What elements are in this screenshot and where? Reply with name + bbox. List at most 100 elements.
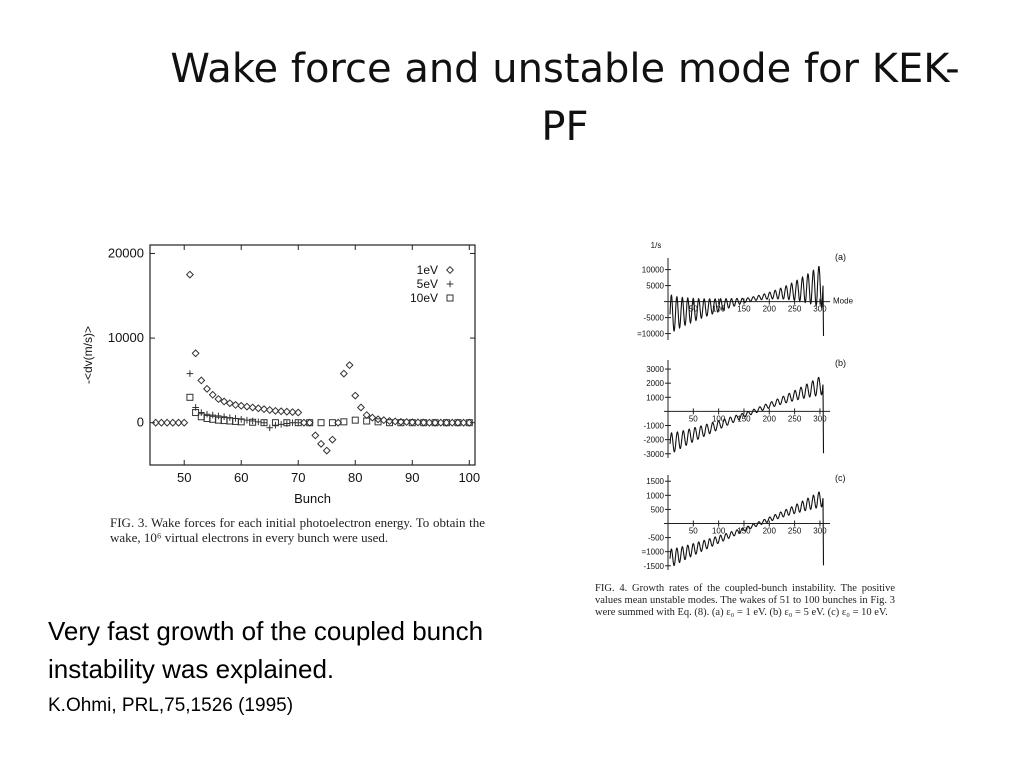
fig3-point-5eV — [260, 419, 268, 426]
fig3-point-1eV — [356, 403, 365, 412]
fig3-point-5eV — [203, 410, 211, 418]
fig3-point-10eV — [465, 419, 473, 427]
fig3-point-5eV — [198, 409, 205, 416]
fig3-point-5eV — [255, 418, 262, 426]
fig4-panel-label: (c) — [835, 473, 846, 483]
fig3-x-tick-label: 50 — [177, 470, 191, 485]
fig3-legend-marker — [445, 265, 455, 275]
fig3-point-10eV — [249, 418, 257, 426]
fig3-y-axis-label: -<dv(m/s)> — [81, 326, 95, 384]
fig3-point-10eV — [454, 419, 462, 427]
fig4-y-tick-label: 2000 — [646, 379, 664, 388]
fig4-y-tick-label: -5000 — [644, 314, 665, 323]
fig4-x-tick-label: 50 — [689, 305, 698, 314]
fig3-point-5eV — [249, 417, 256, 425]
fig3-point-1eV — [391, 417, 400, 426]
slide-title: Wake force and unstable mode for KEK-PF — [170, 46, 960, 150]
fig4-x-tick-label: 200 — [763, 527, 777, 536]
fig3-point-5eV — [277, 421, 285, 428]
fig3-point-5eV — [289, 419, 296, 426]
fig4-y-tick-label: -1000 — [644, 422, 665, 431]
fig3-point-10eV — [186, 393, 194, 401]
fig3-point-10eV — [397, 419, 405, 427]
fig3-point-10eV — [363, 417, 371, 425]
fig3-x-tick-label: 80 — [348, 470, 362, 485]
fig3-point-10eV — [237, 418, 245, 426]
fig3-point-1eV — [242, 402, 251, 411]
fig3-point-1eV — [282, 407, 291, 416]
fig3-point-1eV — [448, 418, 457, 427]
fig3-point-1eV — [374, 415, 383, 424]
fig3-point-1eV — [459, 418, 468, 427]
fig3-point-10eV — [283, 419, 291, 427]
fig4-x-tick-label: 300 — [813, 305, 827, 314]
fig3-point-10eV — [306, 419, 314, 427]
fig3-point-1eV — [220, 397, 229, 406]
fig3-point-1eV — [351, 391, 360, 400]
fig4-y-tick-label: 10000 — [642, 266, 665, 275]
fig3-legend-marker — [446, 294, 454, 302]
fig3-point-1eV — [334, 418, 343, 427]
fig4-x-tick-label: 250 — [788, 527, 802, 536]
fig3-point-1eV — [311, 431, 320, 440]
fig3-point-1eV — [317, 439, 326, 448]
fig3-point-5eV — [215, 412, 222, 420]
fig3-point-1eV — [271, 406, 280, 415]
fig4-x-tick-label: 200 — [763, 414, 777, 423]
fig4-growth-rate-curve — [669, 491, 825, 567]
fig3-point-1eV — [294, 408, 303, 417]
fig3-point-10eV — [385, 419, 393, 427]
fig3-point-10eV — [431, 419, 439, 427]
reference-citation: K.Ohmi, PRL,75,1526 (1995) — [48, 695, 294, 716]
fig3-x-tick-label: 100 — [458, 470, 480, 485]
fig4-growth-rate-curve — [669, 376, 825, 454]
fig3-point-10eV — [351, 416, 359, 424]
fig3-point-1eV — [185, 270, 194, 279]
fig3-point-10eV — [420, 419, 428, 427]
fig3-point-1eV — [151, 418, 160, 427]
fig3-point-5eV — [220, 413, 228, 421]
fig3-point-1eV — [396, 417, 405, 426]
fig3-point-1eV — [180, 418, 189, 427]
fig3-y-tick-label: 10000 — [108, 330, 144, 345]
fig3-point-1eV — [328, 435, 337, 444]
fig3-point-1eV — [248, 403, 257, 412]
fig3-point-1eV — [157, 418, 166, 427]
fig3-point-10eV — [328, 419, 336, 427]
fig4-panel-label: (a) — [835, 252, 846, 262]
fig3-x-axis-label: Bunch — [294, 491, 331, 506]
fig3-point-10eV — [271, 419, 279, 427]
fig4-y-tick-label: -1500 — [644, 562, 665, 571]
fig4-unit-label: 1/s — [651, 241, 662, 250]
slide-body-text: Very fast growth of the coupled bunch in… — [48, 616, 484, 684]
fig4-axis-label: Mode — [833, 297, 854, 306]
fig4-caption: FIG. 4. Growth rates of the coupled-bunc… — [595, 583, 895, 618]
fig3-point-1eV — [203, 384, 212, 393]
fig3-point-10eV — [442, 419, 450, 427]
fig3-point-1eV — [168, 418, 177, 427]
fig3-point-1eV — [277, 407, 286, 416]
fig3-point-1eV — [225, 399, 234, 408]
fig3-point-1eV — [299, 418, 308, 427]
fig3-point-1eV — [237, 401, 246, 410]
fig3-point-1eV — [208, 390, 217, 399]
fig3-point-10eV — [260, 419, 268, 427]
fig3-point-1eV — [322, 446, 331, 455]
fig4-x-tick-label: 150 — [737, 305, 751, 314]
fig4-y-tick-label: -3000 — [644, 450, 665, 459]
fig3-point-10eV — [374, 418, 382, 426]
fig3-point-5eV — [209, 411, 217, 419]
fig3-point-1eV — [402, 418, 411, 427]
fig3-series-10eV — [186, 393, 473, 427]
fig3-legend-label: 10eV — [410, 291, 438, 305]
fig3-point-10eV — [317, 419, 325, 427]
fig3-point-5eV — [186, 370, 194, 377]
fig3-x-tick-label: 60 — [234, 470, 248, 485]
fig4-y-tick-label: -500 — [648, 534, 665, 543]
fig4-panel-label: (b) — [835, 358, 846, 368]
fig3-point-10eV — [408, 419, 416, 427]
fig4-x-tick-label: 100 — [712, 527, 726, 536]
fig3-wake-force-chart: 50 60 70 80 90 100 0 10000 20000 Bunch -<dv(m/s)> 1… — [81, 244, 480, 506]
